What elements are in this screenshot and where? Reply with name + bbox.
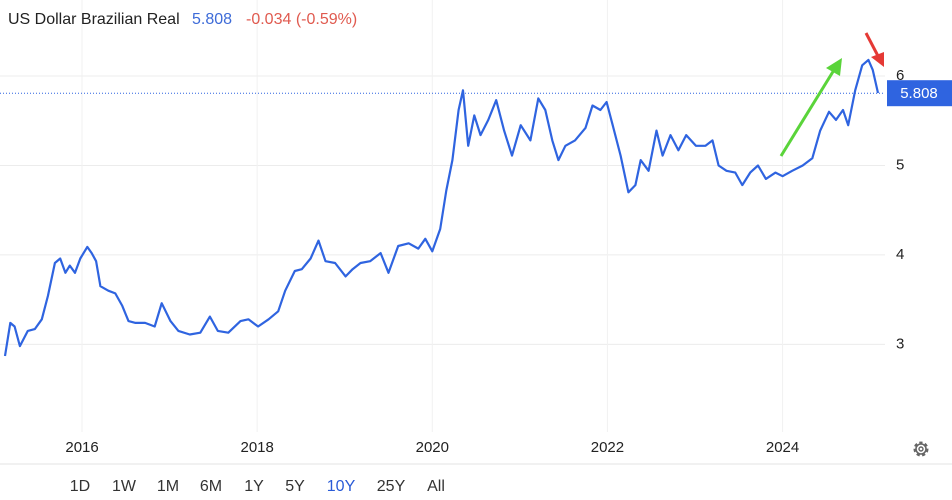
red-arrow bbox=[864, 32, 880, 57]
range-button[interactable]: 25Y bbox=[377, 478, 406, 495]
range-button[interactable]: 5Y bbox=[285, 478, 305, 495]
range-button[interactable]: 1Y bbox=[244, 478, 264, 495]
last-price-label: 5.808 bbox=[900, 85, 938, 102]
price-line bbox=[3, 58, 880, 357]
range-button[interactable]: 10Y bbox=[327, 478, 356, 495]
range-button[interactable]: 1M bbox=[157, 478, 179, 495]
gear-hub bbox=[918, 446, 924, 452]
x-tick-label: 2016 bbox=[65, 439, 98, 456]
last-price-box bbox=[887, 80, 952, 107]
y-tick-label: 3 bbox=[896, 335, 904, 352]
x-tick-label: 2020 bbox=[416, 439, 449, 456]
red-arrowhead bbox=[871, 52, 884, 67]
x-tick-label: 2018 bbox=[240, 439, 273, 456]
change: -0.034 (-0.59%) bbox=[246, 11, 357, 28]
y-tick-label: 5 bbox=[896, 156, 904, 173]
chart-title: US Dollar Brazilian Real bbox=[8, 11, 180, 28]
x-tick-label: 2022 bbox=[591, 439, 624, 456]
range-button[interactable]: 1W bbox=[112, 478, 137, 495]
y-tick-label: 4 bbox=[896, 246, 904, 263]
gear-teeth bbox=[913, 441, 929, 457]
y-tick-label: 6 bbox=[896, 67, 904, 84]
x-tick-label: 2024 bbox=[766, 439, 799, 456]
green-arrowhead bbox=[826, 58, 842, 76]
green-arrow bbox=[779, 69, 836, 157]
settings-icon[interactable] bbox=[913, 441, 929, 457]
range-button[interactable]: All bbox=[427, 478, 445, 495]
annotation-arrows bbox=[779, 32, 884, 157]
range-button[interactable]: 1D bbox=[70, 478, 90, 495]
price: 5.808 bbox=[192, 11, 232, 28]
gear-ring bbox=[915, 443, 927, 455]
range-button[interactable]: 6M bbox=[200, 478, 222, 495]
